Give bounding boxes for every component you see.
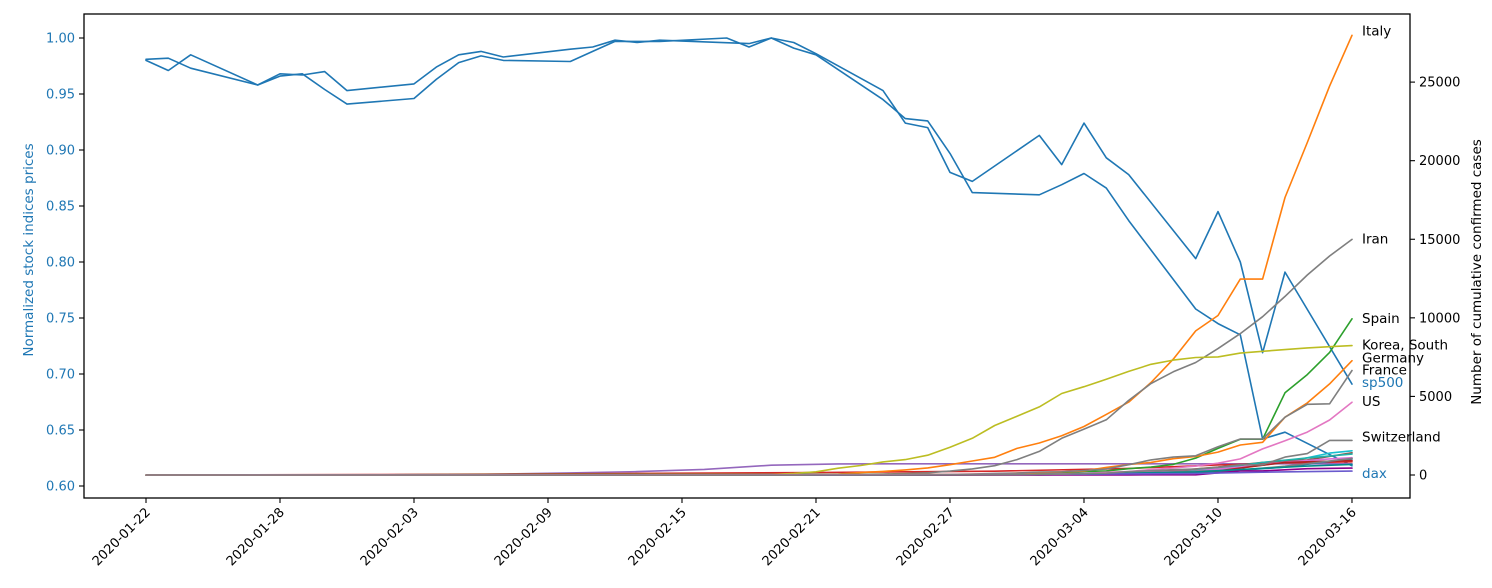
series-spain [145, 317, 1353, 476]
y-left-tick-label: 1.00 [46, 32, 75, 47]
line-label-us: US [1362, 394, 1380, 410]
y-left-tick-label: 0.60 [46, 480, 75, 495]
x-tick-label: 2020-02-15 [626, 505, 690, 569]
plot-border [83, 13, 1411, 499]
y-right-tick-label: 15000 [1419, 233, 1460, 248]
x-tick-label: 2020-03-10 [1162, 505, 1226, 569]
left-axis-title: Normalized stock indices prices [21, 143, 37, 357]
series-italy [145, 34, 1353, 476]
x-tick-label: 2020-02-03 [358, 505, 422, 569]
x-tick-label: 2020-01-22 [90, 505, 154, 569]
series-switzerland [145, 439, 1353, 476]
series-sp500 [145, 37, 1353, 385]
y-right-tick-label: 0 [1419, 469, 1427, 484]
y-left-tick-label: 0.80 [46, 256, 75, 271]
x-tick-label: 2020-01-28 [224, 505, 288, 569]
line-label-italy: Italy [1362, 23, 1391, 39]
series-minor-magenta [145, 467, 1353, 476]
line-label-iran: Iran [1362, 231, 1388, 247]
line-label-dax: dax [1362, 466, 1387, 482]
y-left-tick-label: 0.90 [46, 144, 75, 159]
series-dax [145, 37, 1353, 467]
line-label-spain: Spain [1362, 311, 1400, 327]
line-label-sp500: sp500 [1362, 375, 1403, 391]
x-tick-label: 2020-02-27 [894, 505, 958, 569]
line-label-korea_south: Korea, South [1362, 338, 1448, 354]
x-tick-label: 2020-02-09 [492, 505, 556, 569]
x-tick-label: 2020-03-04 [1028, 505, 1092, 569]
y-left-tick-label: 0.95 [46, 88, 75, 103]
right-axis-title: Number of cumulative confirmed cases [1469, 139, 1485, 405]
y-right-tick-label: 10000 [1419, 311, 1460, 326]
y-right-tick-label: 5000 [1419, 390, 1452, 405]
line-label-germany: Germany [1362, 351, 1424, 367]
y-left-tick-label: 0.70 [46, 368, 75, 383]
series-iran [145, 238, 1353, 476]
line-label-switzerland: Switzerland [1362, 429, 1441, 445]
x-tick-label: 2020-03-16 [1296, 505, 1360, 569]
x-tick-label: 2020-02-21 [760, 505, 824, 569]
y-right-tick-label: 20000 [1419, 154, 1460, 169]
y-left-tick-label: 0.85 [46, 200, 75, 215]
series-korea_south [145, 344, 1353, 476]
line-label-france: France [1362, 362, 1407, 378]
y-left-tick-label: 0.75 [46, 312, 75, 327]
y-right-tick-label: 25000 [1419, 76, 1460, 91]
y-left-tick-label: 0.65 [46, 424, 75, 439]
